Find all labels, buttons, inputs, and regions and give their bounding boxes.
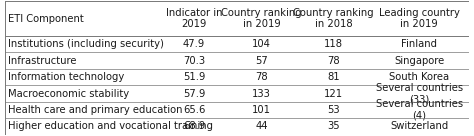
Text: Leading country
in 2019: Leading country in 2019 <box>379 8 460 29</box>
Text: Several countries
(33): Several countries (33) <box>376 83 463 104</box>
Text: 70.3: 70.3 <box>183 56 205 66</box>
Text: Macroeconomic stability: Macroeconomic stability <box>8 89 128 99</box>
Text: South Korea: South Korea <box>389 72 449 82</box>
Text: Higher education and vocational training: Higher education and vocational training <box>8 121 212 131</box>
Text: Country ranking
in 2019: Country ranking in 2019 <box>221 8 301 29</box>
Text: 51.9: 51.9 <box>183 72 205 82</box>
Text: Singapore: Singapore <box>394 56 445 66</box>
Text: 44: 44 <box>255 121 268 131</box>
Text: 104: 104 <box>252 39 271 49</box>
Text: Infrastructure: Infrastructure <box>8 56 76 66</box>
Text: 78: 78 <box>255 72 268 82</box>
Text: 133: 133 <box>252 89 271 99</box>
Text: 35: 35 <box>327 121 340 131</box>
Text: Switzerland: Switzerland <box>390 121 448 131</box>
Text: 47.9: 47.9 <box>183 39 205 49</box>
Text: 118: 118 <box>324 39 343 49</box>
Text: 121: 121 <box>324 89 343 99</box>
Text: Information technology: Information technology <box>8 72 124 82</box>
Text: Country ranking
in 2018: Country ranking in 2018 <box>293 8 374 29</box>
Text: 57.9: 57.9 <box>183 89 205 99</box>
Text: 53: 53 <box>327 105 340 115</box>
Text: Several countries
(4): Several countries (4) <box>376 99 463 121</box>
Text: Finland: Finland <box>401 39 438 49</box>
Text: Institutions (including security): Institutions (including security) <box>8 39 164 49</box>
Text: 68.9: 68.9 <box>183 121 205 131</box>
Text: 78: 78 <box>327 56 340 66</box>
Text: Health care and primary education: Health care and primary education <box>8 105 182 115</box>
Text: 81: 81 <box>327 72 340 82</box>
Text: 101: 101 <box>252 105 271 115</box>
Text: 65.6: 65.6 <box>183 105 205 115</box>
Text: ETI Component: ETI Component <box>8 14 83 24</box>
Text: Indicator in
2019: Indicator in 2019 <box>166 8 222 29</box>
Text: 57: 57 <box>255 56 268 66</box>
